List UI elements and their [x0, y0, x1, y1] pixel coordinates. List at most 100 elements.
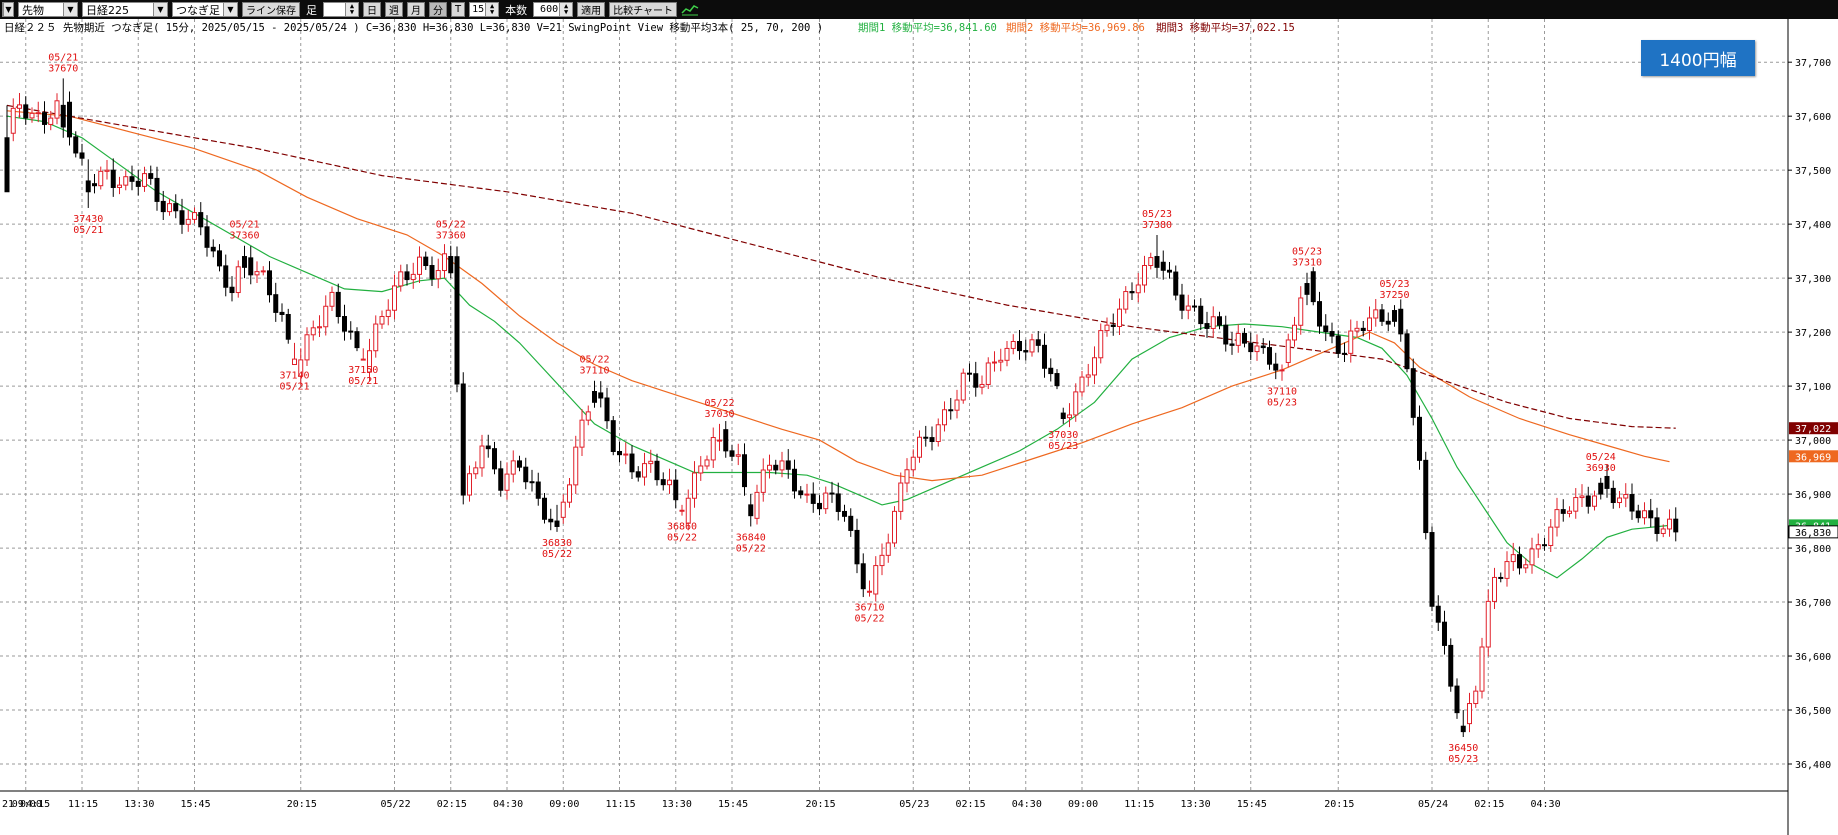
- ma3-info: 期間3 移動平均=37,022.15: [1156, 21, 1295, 34]
- candle-body: [1054, 373, 1060, 387]
- candle-body: [885, 542, 891, 556]
- swing-price-label: 37380: [1142, 220, 1172, 231]
- candle-body: [1042, 344, 1047, 369]
- candle-body: [410, 273, 416, 281]
- symbol-select[interactable]: 日経225 ▼: [82, 2, 168, 17]
- swing-date-label: 05/21: [348, 376, 378, 387]
- time-tick-label: 09:00: [1068, 799, 1098, 810]
- candle-body: [1585, 495, 1591, 507]
- candle-body: [985, 362, 991, 385]
- bars-stepper[interactable]: 600 ▲ ▼: [533, 2, 574, 17]
- candle-body: [85, 180, 91, 193]
- apply-button[interactable]: 適用: [577, 2, 606, 17]
- ashi-stepper[interactable]: ▲ ▼: [323, 2, 359, 17]
- candle-body: [1317, 301, 1322, 327]
- candle-body: [148, 173, 154, 179]
- candle-body: [1229, 343, 1235, 346]
- minutes-stepper[interactable]: 15 ▲ ▼: [469, 2, 500, 17]
- candle-body: [810, 493, 816, 504]
- candle-body: [135, 180, 141, 187]
- candle-body: [267, 270, 272, 296]
- candle-body: [223, 265, 229, 288]
- save-line-button[interactable]: ライン保存: [242, 2, 300, 17]
- candle-body: [117, 184, 122, 188]
- menu-dropdown[interactable]: ▼: [2, 2, 14, 17]
- candle-body: [892, 510, 897, 544]
- swing-date-label: 05/22: [667, 533, 697, 544]
- time-tick-label: 21 04:15: [2, 799, 50, 810]
- swing-date-label: 05/22: [854, 614, 884, 625]
- candle-body: [1273, 363, 1279, 371]
- candle-body: [1404, 333, 1410, 370]
- candle-body: [1035, 339, 1041, 346]
- candle-body: [873, 565, 879, 595]
- candle-body: [204, 226, 210, 248]
- candle-body: [1417, 416, 1422, 461]
- candle-body: [1092, 357, 1097, 376]
- swing-date-label: 05/22: [736, 543, 766, 554]
- candle-body: [1623, 494, 1629, 499]
- candle-body: [498, 468, 504, 491]
- candle-body: [648, 460, 654, 465]
- swing-price-label: 36710: [854, 603, 884, 614]
- candle-body: [1535, 544, 1541, 550]
- candle-body: [717, 439, 722, 442]
- candle-body: [110, 169, 116, 188]
- candle-body: [692, 472, 697, 499]
- price-tick-label: 36,400: [1795, 760, 1831, 771]
- period-day-button[interactable]: 日: [363, 2, 381, 17]
- spinner-icon[interactable]: ▲ ▼: [345, 3, 358, 16]
- candle-body: [854, 529, 860, 565]
- market-select[interactable]: 先物 ▼: [18, 2, 78, 17]
- candle-body: [1079, 376, 1085, 393]
- price-tick-label: 37,500: [1795, 166, 1831, 177]
- candle-body: [792, 468, 797, 492]
- candle-body: [804, 493, 810, 496]
- candle-body: [79, 152, 85, 159]
- spinner-icon[interactable]: ▲ ▼: [559, 3, 573, 16]
- time-tick-label: 15:45: [718, 799, 748, 810]
- candle-body: [660, 479, 666, 486]
- compare-chart-button[interactable]: 比較チャート: [609, 2, 678, 17]
- candle-body: [517, 460, 522, 468]
- candle-body: [935, 424, 941, 443]
- toolbar: ▼ 先物 ▼ 日経225 ▼ つなぎ足 ▼ ライン保存 足 ▲ ▼ 日 週 月 分 T …: [0, 0, 1838, 19]
- swing-price-label: 36840: [736, 532, 766, 543]
- candle-body: [567, 484, 572, 503]
- candle-body: [879, 554, 885, 567]
- candle-body: [1442, 621, 1447, 646]
- candle-body: [1167, 269, 1172, 273]
- period-month-button[interactable]: 月: [407, 2, 425, 17]
- chart-type-select[interactable]: つなぎ足 ▼: [172, 2, 238, 17]
- swing-price-label: 37030: [704, 409, 734, 420]
- period-tick-button[interactable]: T: [451, 2, 466, 17]
- time-tick-label: 20:15: [1324, 799, 1354, 810]
- swing-price-label: 37150: [348, 365, 378, 376]
- candle-body: [573, 446, 579, 486]
- indicator-icon[interactable]: [681, 3, 699, 17]
- ma-price-box: [1789, 450, 1838, 463]
- period-minute-button[interactable]: 分: [429, 2, 447, 17]
- candle-body: [1367, 317, 1372, 332]
- candle-body: [1398, 308, 1404, 335]
- ma1-line: [6, 115, 1670, 579]
- candle-body: [129, 176, 135, 182]
- price-tick-label: 37,000: [1795, 436, 1831, 447]
- candle-body: [529, 481, 535, 484]
- candle-body: [554, 520, 560, 527]
- price-tick-label: 37,100: [1795, 382, 1831, 393]
- swing-date-label: 05/23: [1292, 247, 1322, 258]
- candle-body: [1548, 526, 1554, 546]
- period-week-button[interactable]: 週: [385, 2, 403, 17]
- candle-body: [273, 294, 279, 313]
- candle-body: [1010, 341, 1016, 349]
- candle-body: [1385, 320, 1391, 325]
- candle-body: [1454, 685, 1460, 714]
- spinner-icon[interactable]: ▲ ▼: [485, 3, 499, 16]
- time-tick-label: 13:30: [1181, 799, 1211, 810]
- candle-body: [667, 479, 672, 486]
